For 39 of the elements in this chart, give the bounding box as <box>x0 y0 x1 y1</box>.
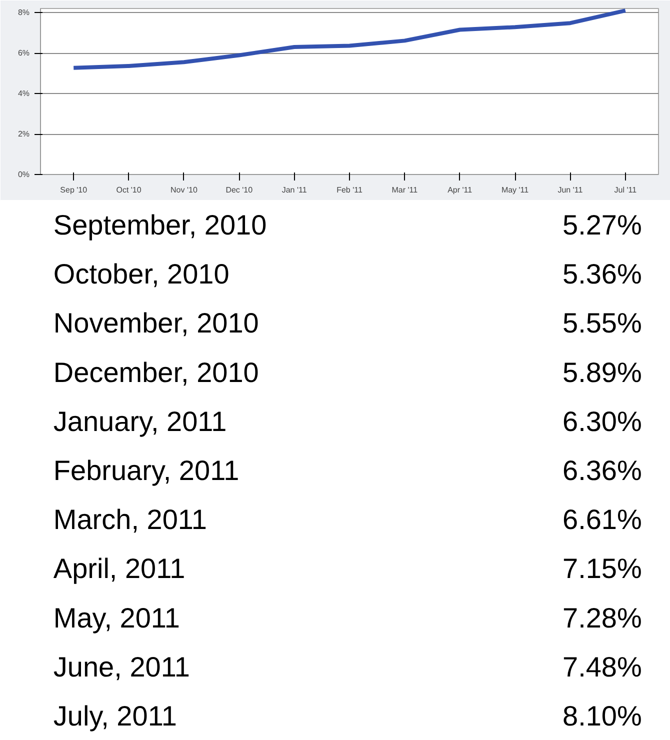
category-label: September, 2010 <box>53 210 267 241</box>
line-series <box>72 8 628 70</box>
x-tick-label: Oct '10 <box>116 186 142 194</box>
category-label: November, 2010 <box>53 308 259 339</box>
category-label: June, 2011 <box>53 651 190 682</box>
category-label: October, 2010 <box>53 258 230 290</box>
text: 5.27% <box>562 210 642 241</box>
y-tick-label: 4% <box>18 89 30 98</box>
x-tick-label: Feb '11 <box>336 186 363 194</box>
x-tick-label: Sep '10 <box>60 186 88 194</box>
text: 5.55% <box>562 308 642 339</box>
x-tick-label: Jun '11 <box>558 186 584 194</box>
category-label: March, 2011 <box>53 504 207 536</box>
y-tick-label: 8% <box>18 8 30 18</box>
text: 5.89% <box>562 356 642 388</box>
category-label: July, 2011 <box>53 700 177 732</box>
x-tick-label: Dec '10 <box>226 186 254 194</box>
category-label: January, 2011 <box>53 406 227 437</box>
x-tick-label: Jan '11 <box>282 186 308 194</box>
y-tick-label: 6% <box>18 48 30 58</box>
text: 7.48% <box>562 651 642 682</box>
text: 7.28% <box>562 602 642 634</box>
category-label: May, 2011 <box>53 602 180 634</box>
x-tick-label: Mar '11 <box>392 186 418 194</box>
x-tick-label: Jul '11 <box>614 186 638 194</box>
category-label: December, 2010 <box>53 356 259 388</box>
category-label: February, 2011 <box>53 455 240 486</box>
text: 8.10% <box>562 700 642 732</box>
category-label: April, 2011 <box>53 553 186 584</box>
x-tick-label: Apr '11 <box>448 186 473 194</box>
x-tick-label: Nov '10 <box>170 186 198 194</box>
y-tick-label: 2% <box>18 130 30 139</box>
text: 5.36% <box>562 258 642 290</box>
text: 6.61% <box>562 504 642 536</box>
text: 6.36% <box>562 455 642 486</box>
y-tick-label: 0% <box>18 170 30 179</box>
x-tick-label: May '11 <box>501 186 530 194</box>
text: 6.30% <box>562 406 642 437</box>
text: 7.15% <box>562 553 642 584</box>
